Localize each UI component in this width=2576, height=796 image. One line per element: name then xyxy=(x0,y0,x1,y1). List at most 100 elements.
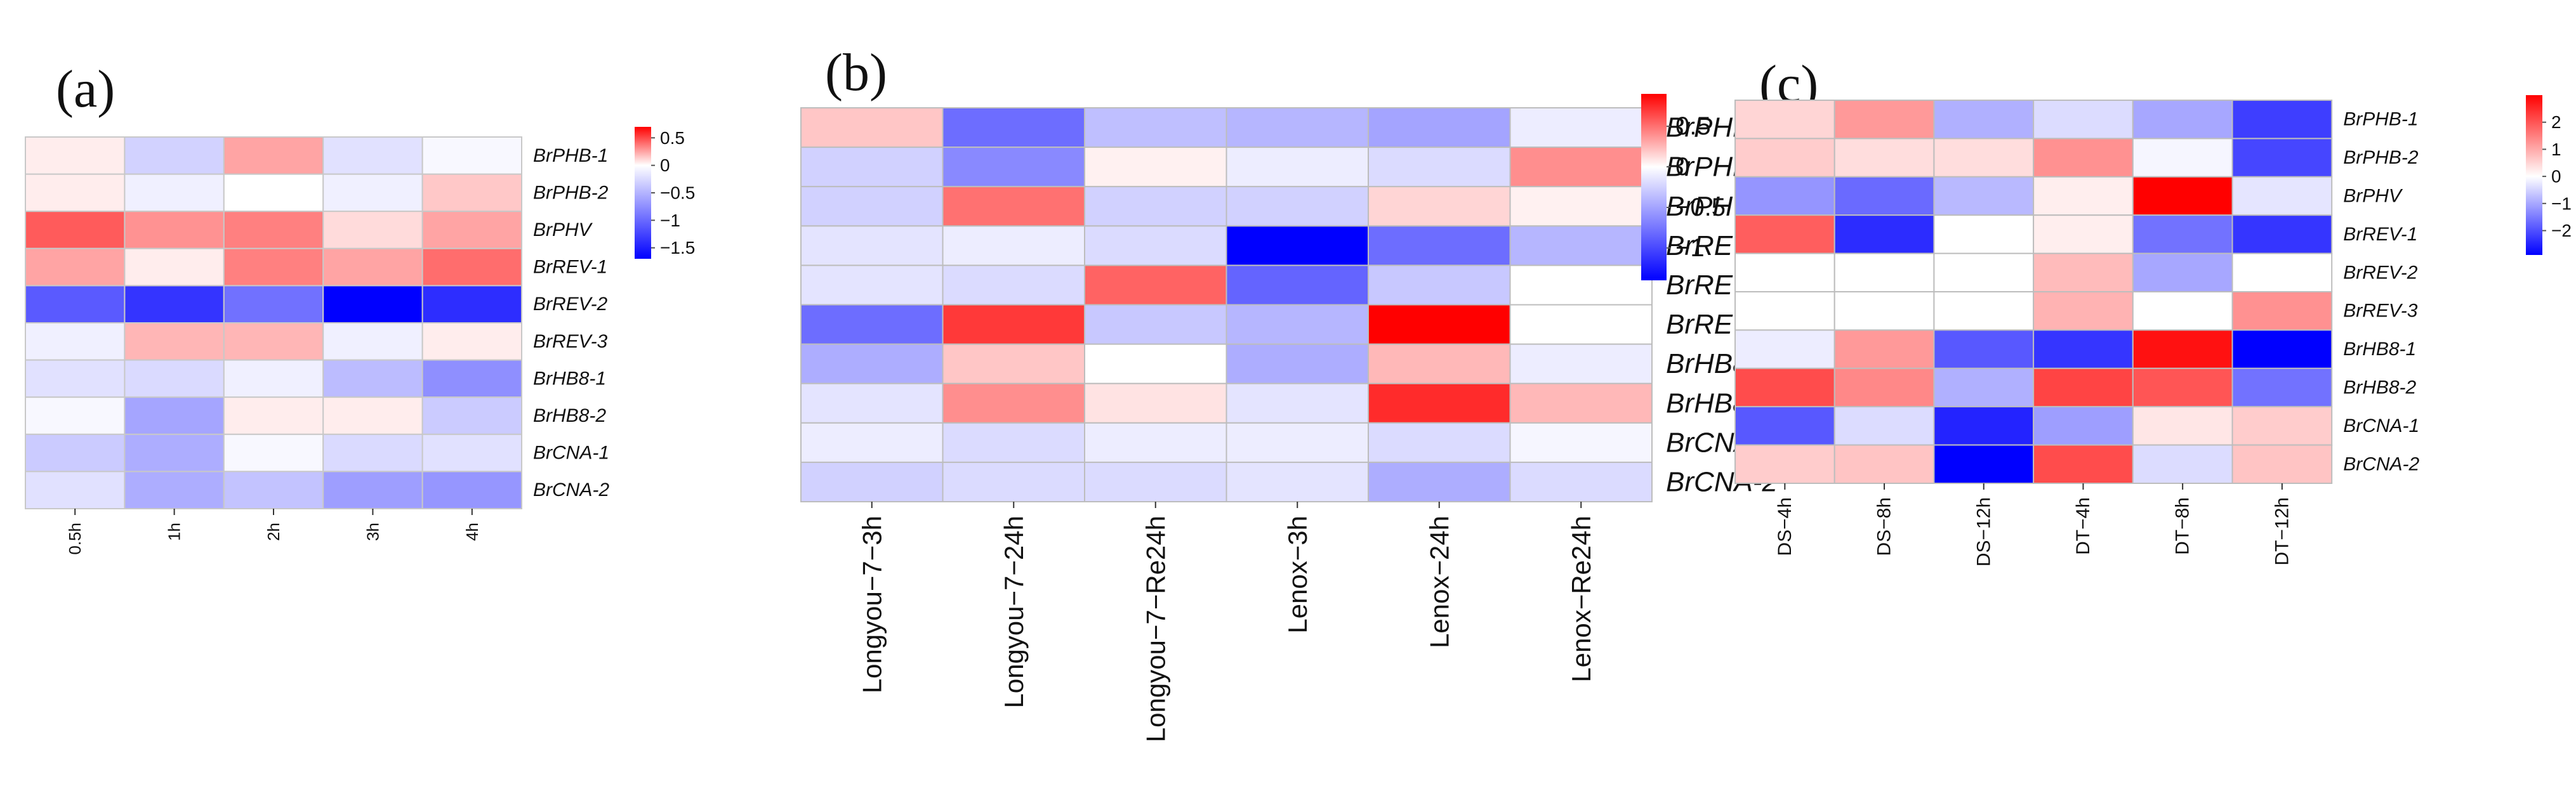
heatmap-cell xyxy=(223,433,324,473)
heatmap-cell xyxy=(1368,382,1511,424)
heatmap-cell xyxy=(322,433,423,473)
heatmap-cell xyxy=(2132,367,2233,408)
heatmap-cell xyxy=(1933,138,2035,178)
heatmap-cell xyxy=(1225,186,1369,227)
column-label: DS−12h xyxy=(1973,497,1994,566)
heatmap-cell xyxy=(2132,291,2233,331)
heatmap-cell xyxy=(1225,422,1369,463)
heatmap-cell xyxy=(1509,147,1653,188)
heatmap-cell xyxy=(223,471,324,510)
column-labels-c: DS−4h DS−8h DS−12h DT−4h DT−8h DT−12h xyxy=(1774,483,2292,566)
heatmap-cell xyxy=(421,247,522,287)
heatmap-cell xyxy=(2033,176,2134,216)
heatmap-cell xyxy=(2231,444,2333,484)
colorbar-tick-label: −1.5 xyxy=(660,238,695,258)
heatmap-cell xyxy=(1833,367,1935,408)
heatmap-cell xyxy=(124,322,225,361)
heatmap-cell xyxy=(1833,406,1935,446)
heatmap-cell xyxy=(1933,100,2035,140)
heatmap-cell xyxy=(800,264,944,306)
heatmap-cell xyxy=(1933,176,2035,216)
heatmap-cell xyxy=(1084,107,1227,148)
heatmap-cell xyxy=(942,186,1085,227)
heatmap-cell xyxy=(1734,100,1835,140)
heatmap-cell xyxy=(25,322,126,361)
heatmap-cell xyxy=(2231,406,2333,446)
heatmap-cell xyxy=(2231,100,2333,140)
row-label: BrREV-2 xyxy=(2343,262,2418,283)
heatmap-cell xyxy=(1084,186,1227,227)
heatmap-cell xyxy=(2033,100,2134,140)
heatmap-cell xyxy=(25,359,126,398)
heatmap-cell xyxy=(421,136,522,175)
row-label: BrCNA-1 xyxy=(533,443,609,464)
heatmap-cell xyxy=(1833,176,1935,216)
heatmap-cell xyxy=(2132,406,2233,446)
colorbar-a: 0.5 0 −0.5 −1 −1.5 xyxy=(635,127,695,259)
row-label: BrREV-1 xyxy=(2343,224,2417,245)
heatmap-cell xyxy=(1833,214,1935,254)
heatmap-cell xyxy=(421,433,522,473)
row-label: BrCNA-1 xyxy=(2343,415,2419,436)
heatmap-cell xyxy=(1509,107,1653,148)
heatmap-cell xyxy=(421,173,522,212)
heatmap-cell xyxy=(800,147,944,188)
heatmap-cell xyxy=(25,433,126,473)
row-label: BrREV-1 xyxy=(533,257,607,278)
heatmap-panel-c: (c) BrPHB-1BrPHB-2BrPHVBrREV-1BrREV-2BrR… xyxy=(1734,55,2572,566)
heatmap-cell xyxy=(1509,225,1653,266)
heatmap-cell xyxy=(25,285,126,323)
heatmap-cell xyxy=(1509,461,1653,503)
heatmap-cell xyxy=(2132,252,2233,293)
heatmap-cell xyxy=(942,107,1085,148)
heatmap-cell xyxy=(2132,444,2233,484)
heatmap-cell xyxy=(25,471,126,510)
heatmap-cell xyxy=(2132,100,2233,140)
heatmap-cell xyxy=(421,396,522,435)
heatmap-cell xyxy=(1368,107,1511,148)
heatmap-cell xyxy=(800,343,944,384)
column-label: Lenox−3h xyxy=(1283,516,1312,634)
heatmap-cell xyxy=(1084,304,1227,345)
column-labels-a: 0.5h 1h 2h 3h 4h xyxy=(65,509,482,555)
heatmap-cell xyxy=(942,147,1085,188)
heatmap-cell xyxy=(942,264,1085,306)
heatmap-cell xyxy=(2231,214,2333,254)
heatmap-cell xyxy=(124,359,225,398)
heatmap-cell xyxy=(942,225,1085,266)
heatmap-cell xyxy=(2231,252,2333,293)
heatmap-cell xyxy=(124,247,225,287)
heatmap-cell xyxy=(1509,304,1653,345)
heatmap-cell xyxy=(322,396,423,435)
colorbar-tick-label: 0.5 xyxy=(660,128,685,148)
heatmap-cell xyxy=(1368,147,1511,188)
heatmap-cell xyxy=(223,247,324,287)
heatmap-cell xyxy=(1084,147,1227,188)
row-label: BrHB8-2 xyxy=(533,405,606,426)
row-labels-c: BrPHB-1 BrPHB-2 BrPHV BrREV-1 BrREV-2 BrREV-3… xyxy=(2343,109,2419,475)
heatmap-cell xyxy=(1833,444,1935,484)
row-label: BrCNA-2 xyxy=(2343,453,2419,474)
colorbar-tick-label: 0 xyxy=(2551,167,2561,186)
row-label: BrPHB-2 xyxy=(533,182,609,203)
heatmap-cell xyxy=(1734,367,1835,408)
column-label: DT−12h xyxy=(2271,497,2292,566)
heatmap-cell xyxy=(1084,225,1227,266)
heatmap-cell xyxy=(942,422,1085,463)
heatmap-cell xyxy=(1734,138,1835,178)
heatmap-cell xyxy=(800,304,944,345)
heatmap-cell xyxy=(322,285,423,323)
heatmap-cell xyxy=(1225,107,1369,148)
colorbar-gradient xyxy=(2526,95,2542,255)
column-label: DT−4h xyxy=(2073,497,2094,555)
colorbar-tick-label: 2 xyxy=(2551,112,2561,132)
column-label: DS−4h xyxy=(1774,497,1795,556)
row-label: BrHB8-1 xyxy=(2343,339,2416,360)
colorbar-tick-label: −2 xyxy=(2551,221,2572,240)
heatmap-cell xyxy=(2231,138,2333,178)
heatmap-cell xyxy=(800,107,944,148)
colorbar-tick-label: 0 xyxy=(1675,153,1689,181)
column-label: Lenox−Re24h xyxy=(1566,516,1596,682)
colorbar-tick-label: −1 xyxy=(660,211,680,230)
heatmap-cell xyxy=(421,471,522,510)
